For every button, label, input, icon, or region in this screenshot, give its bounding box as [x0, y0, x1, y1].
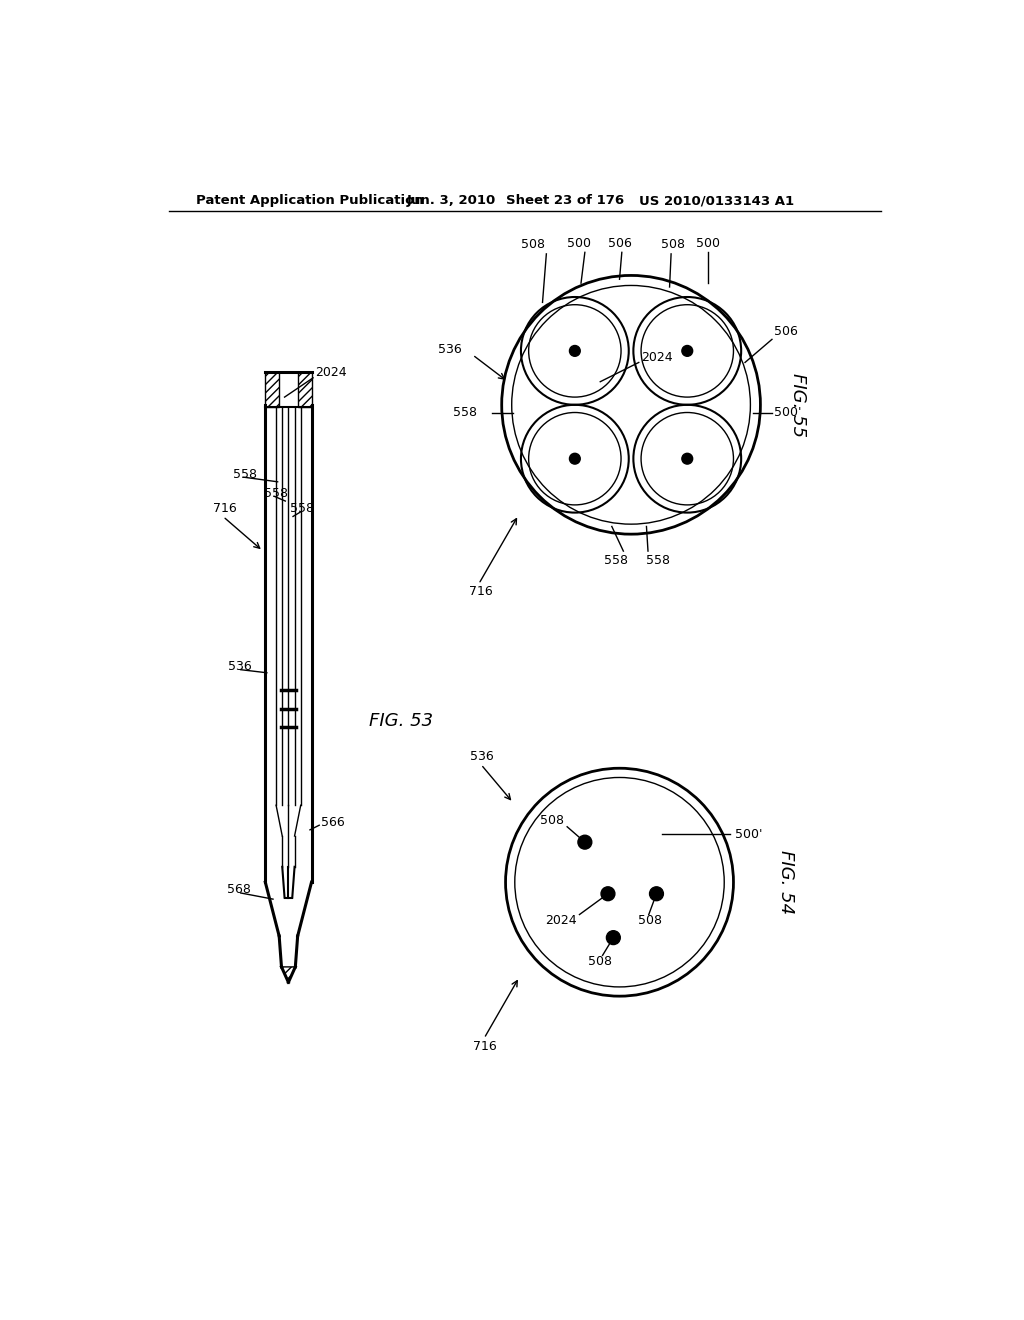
Text: FIG. 53: FIG. 53 [370, 711, 433, 730]
Text: 568: 568 [226, 883, 251, 896]
Text: 566: 566 [321, 816, 344, 829]
Text: 558: 558 [264, 487, 288, 500]
Text: Jun. 3, 2010: Jun. 3, 2010 [407, 194, 496, 207]
Circle shape [606, 931, 621, 945]
Text: 500: 500 [696, 236, 720, 249]
Circle shape [649, 887, 664, 900]
Text: 508: 508 [662, 238, 685, 251]
Text: 508: 508 [520, 238, 545, 251]
Text: 500: 500 [566, 236, 591, 249]
Circle shape [682, 453, 692, 465]
Polygon shape [265, 372, 280, 407]
Circle shape [578, 836, 592, 849]
Text: 2024: 2024 [545, 915, 577, 927]
Text: 500': 500' [774, 407, 802, 418]
Text: 716: 716 [213, 502, 237, 515]
Text: 536: 536 [438, 343, 462, 356]
Text: 558: 558 [290, 502, 314, 515]
Circle shape [569, 346, 581, 356]
Circle shape [569, 453, 581, 465]
Text: 536: 536 [470, 750, 494, 763]
Text: 506: 506 [774, 325, 798, 338]
Text: 536: 536 [228, 660, 252, 673]
Text: 558: 558 [646, 554, 670, 566]
Text: 558: 558 [233, 467, 257, 480]
Text: 500': 500' [735, 828, 763, 841]
Text: 558: 558 [604, 554, 628, 566]
Text: Patent Application Publication: Patent Application Publication [196, 194, 424, 207]
Polygon shape [298, 372, 311, 407]
Polygon shape [282, 966, 295, 982]
Text: US 2010/0133143 A1: US 2010/0133143 A1 [639, 194, 794, 207]
Text: 2024: 2024 [315, 366, 347, 379]
Text: 558: 558 [453, 407, 477, 418]
Text: 716: 716 [469, 585, 494, 598]
Text: FIG. 55: FIG. 55 [788, 372, 807, 437]
Text: Sheet 23 of 176: Sheet 23 of 176 [506, 194, 625, 207]
Text: FIG. 54: FIG. 54 [777, 850, 796, 915]
Text: 508: 508 [588, 954, 612, 968]
Text: 2024: 2024 [641, 351, 673, 363]
Text: 506: 506 [607, 236, 632, 249]
Text: 508: 508 [540, 814, 564, 828]
Circle shape [682, 346, 692, 356]
Text: 508: 508 [638, 915, 663, 927]
Circle shape [601, 887, 614, 900]
Text: 716: 716 [473, 1040, 497, 1053]
